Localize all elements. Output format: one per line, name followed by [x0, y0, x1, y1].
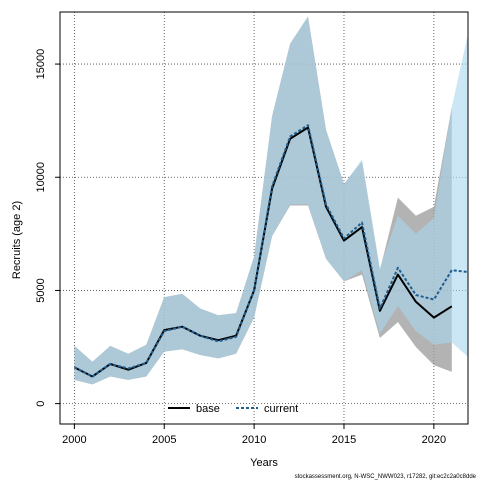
band-current [74, 16, 468, 385]
series-lines [73, 124, 468, 378]
x-tick-label-2015: 2015 [332, 434, 356, 446]
x-tick-label-2000: 2000 [62, 434, 86, 446]
line-current [73, 124, 468, 378]
x-tick-label-2005: 2005 [152, 434, 176, 446]
footer-text: stockassessment.org, N-WSC_NWW023, r1728… [295, 474, 477, 480]
x-axis-title: Years [250, 457, 278, 469]
x-tick-label-2010: 2010 [242, 434, 266, 446]
y-tick-label-0: 0 [35, 401, 47, 407]
legend-label-current: current [264, 403, 298, 415]
line-base [73, 126, 453, 378]
y-tick-label-15000: 15000 [35, 49, 47, 80]
y-tick-label-10000: 10000 [35, 162, 47, 193]
y-tick-label-5000: 5000 [35, 278, 47, 302]
confidence-bands [74, 16, 468, 385]
legend-label-base: base [196, 403, 220, 415]
plot-frame [59, 11, 469, 425]
x-tick-label-2020: 2020 [422, 434, 446, 446]
y-axis-ticks: 0 5000 10000 15000 [35, 49, 60, 407]
x-axis-ticks: 2000 2005 2010 2015 2020 [62, 424, 446, 446]
y-axis-title: Recruits (age 2) [11, 201, 23, 279]
legend: base current [168, 403, 298, 415]
